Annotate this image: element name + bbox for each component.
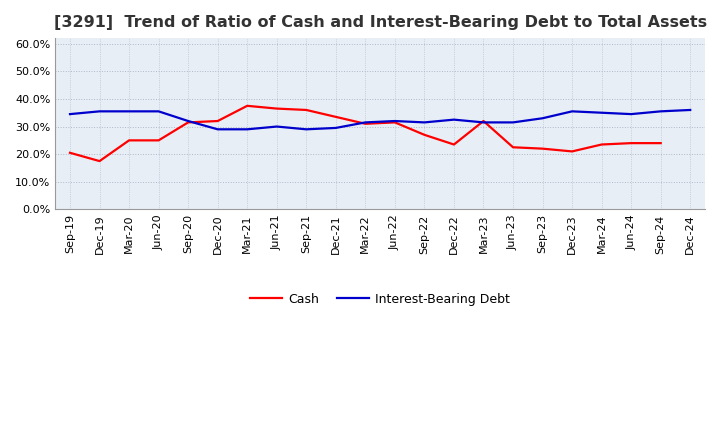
Interest-Bearing Debt — [302, 127, 310, 132]
Interest-Bearing Debt — [361, 120, 369, 125]
Interest-Bearing Debt — [66, 111, 74, 117]
Cash — [361, 121, 369, 126]
Cash — [66, 150, 74, 155]
Interest-Bearing Debt — [449, 117, 458, 122]
Title: [3291]  Trend of Ratio of Cash and Interest-Bearing Debt to Total Assets: [3291] Trend of Ratio of Cash and Intere… — [53, 15, 707, 30]
Cash — [509, 145, 518, 150]
Cash — [154, 138, 163, 143]
Interest-Bearing Debt — [539, 116, 547, 121]
Cash — [125, 138, 133, 143]
Cash — [420, 132, 428, 137]
Interest-Bearing Debt — [509, 120, 518, 125]
Cash — [627, 140, 636, 146]
Cash — [95, 158, 104, 164]
Cash — [213, 118, 222, 124]
Cash — [390, 120, 399, 125]
Cash — [539, 146, 547, 151]
Interest-Bearing Debt — [420, 120, 428, 125]
Interest-Bearing Debt — [686, 107, 695, 113]
Cash — [243, 103, 251, 108]
Legend: Cash, Interest-Bearing Debt: Cash, Interest-Bearing Debt — [246, 288, 515, 311]
Interest-Bearing Debt — [95, 109, 104, 114]
Interest-Bearing Debt — [154, 109, 163, 114]
Cash — [598, 142, 606, 147]
Cash — [302, 107, 310, 113]
Interest-Bearing Debt — [272, 124, 281, 129]
Interest-Bearing Debt — [568, 109, 577, 114]
Interest-Bearing Debt — [598, 110, 606, 115]
Interest-Bearing Debt — [657, 109, 665, 114]
Cash — [272, 106, 281, 111]
Interest-Bearing Debt — [480, 120, 488, 125]
Interest-Bearing Debt — [243, 127, 251, 132]
Cash — [480, 118, 488, 124]
Cash — [657, 140, 665, 146]
Cash — [568, 149, 577, 154]
Interest-Bearing Debt — [184, 118, 192, 124]
Cash — [331, 114, 340, 120]
Line: Cash: Cash — [70, 106, 661, 161]
Interest-Bearing Debt — [125, 109, 133, 114]
Cash — [449, 142, 458, 147]
Interest-Bearing Debt — [390, 118, 399, 124]
Interest-Bearing Debt — [331, 125, 340, 131]
Interest-Bearing Debt — [627, 111, 636, 117]
Line: Interest-Bearing Debt: Interest-Bearing Debt — [70, 110, 690, 129]
Interest-Bearing Debt — [213, 127, 222, 132]
Cash — [184, 120, 192, 125]
